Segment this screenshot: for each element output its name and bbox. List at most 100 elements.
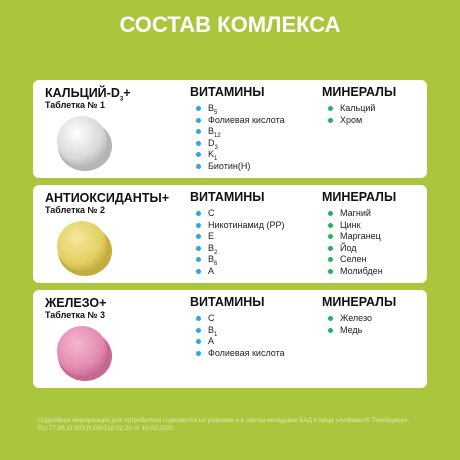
subscript: 1 bbox=[214, 155, 218, 162]
text: Железо bbox=[340, 313, 372, 323]
list-item: С bbox=[208, 313, 215, 323]
bullet bbox=[196, 257, 201, 262]
tablet-label: Таблетка № 2 bbox=[45, 205, 106, 215]
bullet bbox=[328, 211, 333, 216]
card-name: АНТИОКСИДАНТЫ+ bbox=[45, 191, 169, 205]
list-item: B2 bbox=[208, 243, 217, 256]
page-title: СОСТАВ КОМЛЕКСА bbox=[119, 12, 341, 37]
subscript: 3 bbox=[119, 96, 124, 103]
list-item: Магний bbox=[340, 208, 371, 218]
list-item: B5 bbox=[208, 103, 217, 116]
bullet bbox=[196, 268, 201, 274]
bullet bbox=[196, 129, 201, 134]
card-name: КАЛЬЦИЙ-D3+ bbox=[45, 86, 131, 103]
list-item: Хром bbox=[340, 115, 362, 125]
list-item: А bbox=[208, 336, 214, 346]
list-item: Йод bbox=[340, 243, 357, 253]
text: Кальций bbox=[340, 103, 376, 113]
list-item: Фолиевая кислота bbox=[208, 348, 285, 358]
section-title: ВИТАМИНЫ bbox=[190, 295, 265, 309]
list-item: Цинк bbox=[340, 220, 361, 230]
text: Никотинамид (РР) bbox=[208, 219, 285, 230]
list-item: Биотин(Н) bbox=[208, 161, 250, 171]
list-item: B1 bbox=[208, 325, 217, 338]
subscript: 1 bbox=[214, 331, 218, 338]
card: ЖЕЛЕЗО+ Таблетка № 3 ВИТАМИНЫ С B1 А Фолиевая… bbox=[33, 290, 427, 388]
text: Биотин(Н) bbox=[208, 160, 251, 171]
text: B bbox=[208, 242, 215, 253]
bullet bbox=[328, 257, 333, 262]
card-name: ЖЕЛЕЗО+ bbox=[45, 296, 106, 310]
text: B bbox=[208, 324, 215, 335]
text: Е bbox=[208, 231, 215, 241]
subscript: 12 bbox=[214, 132, 221, 139]
text: Йод bbox=[340, 242, 357, 253]
text: Хром bbox=[340, 114, 363, 125]
bullet bbox=[196, 152, 201, 157]
list-item: А bbox=[208, 266, 214, 276]
text: КАЛЬЦИЙ-D bbox=[45, 86, 120, 100]
tablet-label: Таблетка № 3 bbox=[45, 310, 106, 320]
list-item: Молибден bbox=[340, 266, 383, 276]
section-title: ВИТАМИНЫ bbox=[190, 190, 265, 204]
text: Магний bbox=[340, 208, 371, 218]
bullet bbox=[328, 316, 333, 321]
tablet-image bbox=[57, 326, 112, 381]
list-item: B12 bbox=[208, 126, 221, 139]
list-item: Марганец bbox=[340, 231, 381, 241]
bullet bbox=[196, 350, 201, 356]
list-item: Фолиевая кислота bbox=[208, 115, 285, 125]
list-item: D3 bbox=[208, 138, 218, 151]
bullet bbox=[196, 316, 201, 321]
list-item: K1 bbox=[208, 149, 217, 162]
bullet bbox=[196, 211, 201, 216]
bullet bbox=[196, 327, 201, 333]
bullet bbox=[328, 106, 333, 111]
list-item: Кальций bbox=[340, 103, 375, 113]
subscript: 5 bbox=[214, 109, 218, 116]
bullet bbox=[196, 117, 201, 123]
text: B bbox=[208, 103, 215, 113]
section-title: МИНЕРАЛЫ bbox=[322, 190, 397, 204]
text: Медь bbox=[340, 324, 363, 335]
bullet bbox=[328, 222, 333, 228]
text: Фолиевая кислота bbox=[208, 114, 285, 125]
bullet bbox=[328, 245, 333, 251]
section-title: МИНЕРАЛЫ bbox=[322, 85, 397, 99]
text: Селен bbox=[340, 254, 367, 264]
text: Фолиевая кислота bbox=[208, 347, 285, 358]
bullet bbox=[196, 163, 201, 169]
list-item: Железо bbox=[340, 313, 372, 323]
subscript: 2 bbox=[214, 249, 218, 256]
bullet bbox=[328, 117, 333, 123]
bullet bbox=[196, 234, 201, 239]
text: С bbox=[208, 208, 215, 218]
section-title: МИНЕРАЛЫ bbox=[322, 295, 397, 309]
card: КАЛЬЦИЙ-D3+ Таблетка № 1 ВИТАМИНЫ B5 Фолиев… bbox=[33, 80, 427, 178]
bullet bbox=[196, 245, 201, 251]
text: Молибден bbox=[340, 265, 383, 276]
text: АНТИОКСИДАНТЫ+ bbox=[45, 191, 170, 205]
text: С bbox=[208, 313, 215, 323]
text: ЖЕЛЕЗО+ bbox=[45, 296, 107, 310]
list-item: Никотинамид (РР) bbox=[208, 220, 284, 230]
tablet-image bbox=[57, 221, 112, 276]
bullet bbox=[196, 222, 201, 228]
subscript: 6 bbox=[214, 260, 218, 267]
text: Цинк bbox=[340, 219, 361, 230]
tablet-label: Таблетка № 1 bbox=[45, 100, 106, 110]
text: B bbox=[208, 126, 215, 136]
text: K bbox=[208, 149, 215, 159]
tablet-image bbox=[57, 116, 112, 171]
text: А bbox=[208, 265, 215, 276]
card: АНТИОКСИДАНТЫ+ Таблетка № 2 ВИТАМИНЫ С Нико… bbox=[33, 185, 427, 283]
section-title: ВИТАМИНЫ bbox=[190, 85, 265, 99]
text: Марганец bbox=[340, 231, 381, 241]
subscript: 3 bbox=[214, 144, 218, 151]
footer-note: Подробная информация для потребителя сод… bbox=[38, 417, 410, 432]
text: D bbox=[208, 137, 215, 148]
text: + bbox=[123, 86, 131, 100]
list-item: Медь bbox=[340, 325, 362, 335]
bullet bbox=[196, 140, 201, 146]
